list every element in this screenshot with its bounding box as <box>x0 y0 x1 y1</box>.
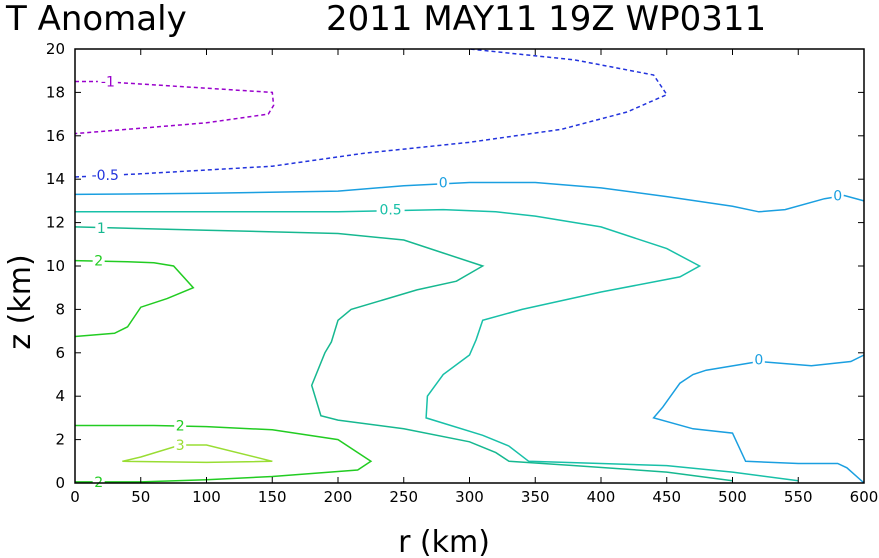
contour-label-bg <box>831 187 844 204</box>
x-tick-label: 600 <box>850 488 879 506</box>
contour-label-bg <box>92 473 105 490</box>
y-axis-label: z (km) <box>3 254 38 349</box>
y-tick-label: 16 <box>46 127 65 145</box>
x-tick-label: 500 <box>718 488 747 506</box>
contour-line <box>74 80 275 135</box>
contour-label: 2 <box>94 254 103 270</box>
contour-line <box>74 48 668 178</box>
contour-label: 3 <box>176 438 185 454</box>
contour-label-bg <box>95 220 108 237</box>
x-tick-label: 200 <box>324 488 353 506</box>
y-tick-label: 20 <box>46 40 65 58</box>
plot-frame <box>74 48 865 484</box>
x-tick-label: 250 <box>389 488 418 506</box>
contour-label: -1 <box>101 75 115 91</box>
x-tick-label: 450 <box>652 488 681 506</box>
contour-label-bg <box>437 174 450 191</box>
x-tick-label: 300 <box>455 488 484 506</box>
contour-label: -0.5 <box>92 168 119 184</box>
x-tick-label: 100 <box>192 488 221 506</box>
contour-line <box>75 424 373 483</box>
contour-label: 0 <box>833 188 842 204</box>
contour-label: 0 <box>754 352 763 368</box>
contour-label-bg <box>752 351 765 368</box>
y-tick-label: 14 <box>46 170 65 188</box>
x-tick-label: 150 <box>258 488 287 506</box>
y-tick-label: 18 <box>46 83 65 101</box>
contour-label: 0.5 <box>379 203 401 219</box>
contour-line <box>652 354 865 484</box>
y-tick-label: 10 <box>46 257 65 275</box>
contour-label-bg <box>97 73 118 90</box>
y-tick-label: 4 <box>55 387 65 405</box>
x-tick-label: 50 <box>131 488 150 506</box>
contour-line <box>122 444 273 464</box>
contour-label-bg <box>174 437 187 454</box>
contour-label: 1 <box>97 221 106 237</box>
contour-label-bg <box>174 417 187 434</box>
y-tick-label: 8 <box>55 300 65 318</box>
x-tick-label: 350 <box>521 488 550 506</box>
y-tick-label: 2 <box>55 431 65 449</box>
y-tick-label: 12 <box>46 214 65 232</box>
x-axis-label: r (km) <box>398 525 490 558</box>
contour-line <box>75 208 799 482</box>
x-axis-ticks: 0 50 100 150 200 250 300 350 400 450 500 550 600 <box>70 49 878 506</box>
contour-line <box>74 259 195 338</box>
contour-label: 0 <box>439 175 448 191</box>
y-tick-label: 0 <box>55 474 65 492</box>
contour-label-bg <box>92 252 105 269</box>
chart-title-right: 2011 MAY11 19Z WP0311 <box>326 0 766 39</box>
contour-line <box>74 181 865 213</box>
contour-label-bg <box>87 166 124 183</box>
y-tick-label: 6 <box>55 344 65 362</box>
x-tick-label: 0 <box>70 488 80 506</box>
x-tick-label: 400 <box>587 488 616 506</box>
x-tick-label: 550 <box>784 488 813 506</box>
contour-line <box>74 226 733 482</box>
contour-label: 2 <box>176 418 185 434</box>
chart-title-left: T Anomaly <box>5 0 187 39</box>
contour-label-bg <box>376 201 405 218</box>
